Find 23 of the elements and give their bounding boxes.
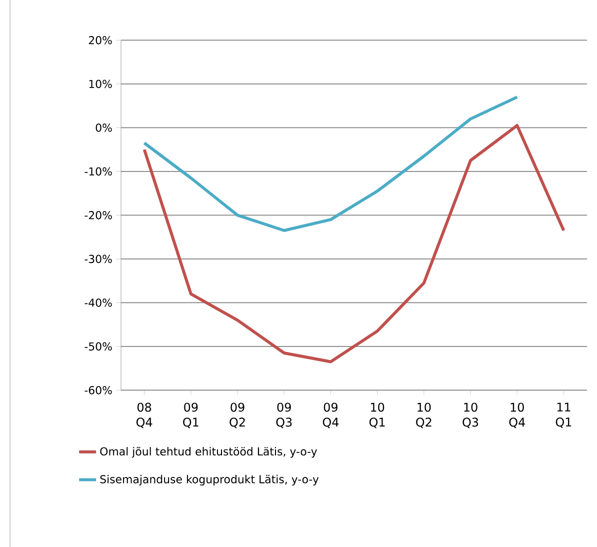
y-tick-label: 0%	[96, 123, 112, 132]
y-tick-label: -40%	[84, 298, 112, 307]
x-tick-label: 09 Q3	[276, 402, 292, 428]
legend-label: Sisemajanduse koguprodukt Lätis, y-o-y	[100, 474, 319, 486]
legend-label: Omal jõul tehtud ehitustööd Lätis, y-o-y	[100, 446, 318, 458]
y-tick-label: -20%	[84, 210, 112, 220]
y-tick-label: 10%	[89, 80, 112, 88]
x-tick-label: 10 Q2	[416, 402, 432, 428]
y-tick-label: 20%	[88, 36, 112, 44]
x-tick-label: 09 Q4	[322, 402, 339, 428]
x-tick-label: 10 Q4	[509, 402, 525, 428]
x-tick-label: 09 Q2	[230, 402, 245, 428]
y-tick-label: -10%	[84, 167, 112, 176]
y-tick-label: -30%	[84, 254, 112, 263]
line-series	[142, 95, 519, 232]
x-tick-label: 08 Q4	[136, 402, 152, 428]
line-series	[142, 124, 566, 364]
x-tick-label: 11 Q1	[556, 402, 572, 428]
x-tick-label: 10 Q3	[462, 402, 478, 428]
y-tick-label: -50%	[84, 342, 112, 350]
x-tick-label: 09 Q1	[183, 402, 198, 428]
x-tick-label: 10 Q1	[369, 402, 385, 428]
y-tick-label: -60%	[84, 386, 112, 394]
